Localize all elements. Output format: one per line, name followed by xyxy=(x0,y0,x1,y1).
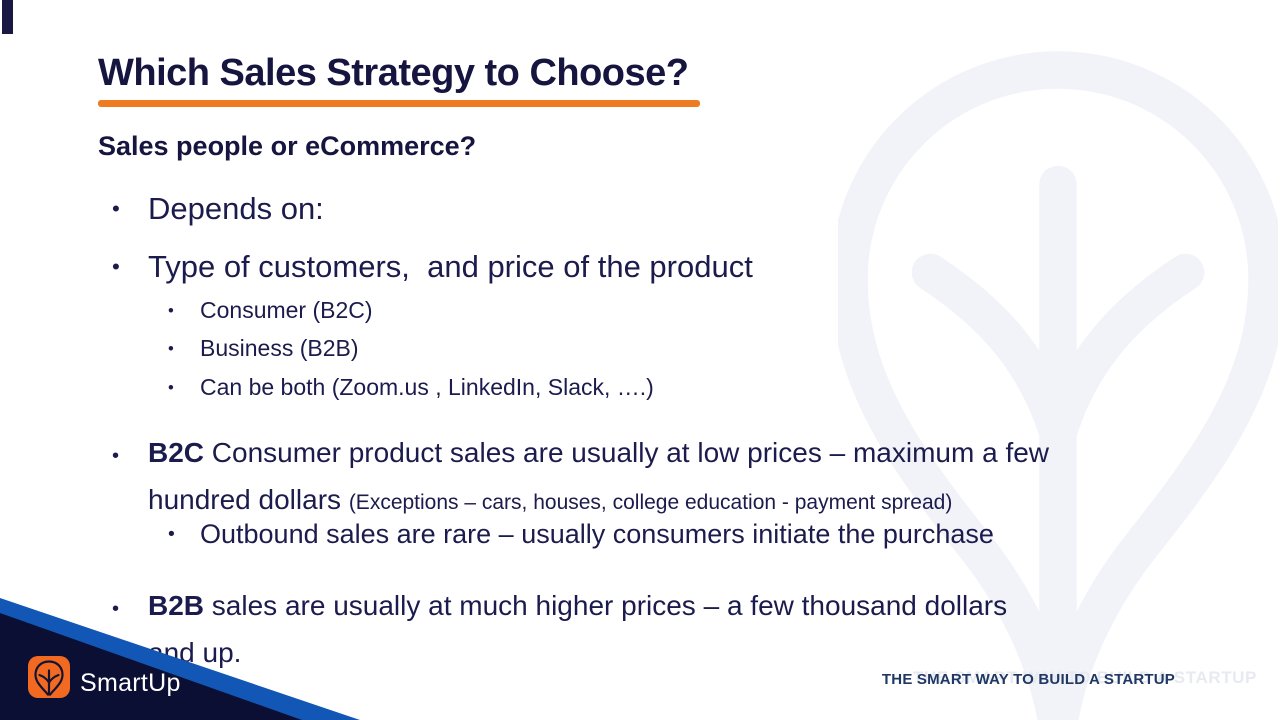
tree-watermark-icon xyxy=(838,51,1278,720)
tagline-ghost: THE SMART WAY TO BUILD A STARTUP xyxy=(912,668,1257,687)
bullet-dot: • xyxy=(168,338,174,358)
bullet-depends-on: • Depends on: xyxy=(98,191,324,227)
exceptions-note: (Exceptions – cars, houses, college educ… xyxy=(348,491,953,514)
bullet-b2b-paragraph: • B2B sales are usually at much higher p… xyxy=(98,582,1007,676)
bullet-dot: • xyxy=(112,598,120,621)
subbullet-business-b2b: • Business (B2B) xyxy=(168,335,359,362)
bullet-type-of-customers: • Type of customers, and price of the pr… xyxy=(98,249,753,285)
b2b-label: B2B xyxy=(148,590,205,621)
subbullet-consumer-b2c: • Consumer (B2C) xyxy=(168,297,373,324)
bullet-text: Depends on: xyxy=(148,191,324,226)
bullet-text: Business (B2B) xyxy=(200,335,359,361)
paragraph-line: hundred dollars (Exceptions – cars, hous… xyxy=(148,476,1049,526)
subbullet-outbound-sales: • Outbound sales are rare – usually cons… xyxy=(168,519,994,550)
smartup-logo-badge xyxy=(28,656,70,698)
smartup-logo-text: SmartUp xyxy=(80,669,181,697)
corner-diagonal-graphic xyxy=(0,598,360,720)
line-text: sales are usually at much higher prices … xyxy=(204,590,1008,621)
paragraph-text: B2B sales are usually at much higher pri… xyxy=(148,582,1007,676)
title-underline xyxy=(98,100,700,107)
bullet-b2c-paragraph: • B2C Consumer product sales are usually… xyxy=(98,429,1049,526)
bullet-text: Consumer (B2C) xyxy=(200,297,373,323)
slide-title: Which Sales Strategy to Choose? xyxy=(98,52,689,94)
bullet-dot: • xyxy=(168,300,174,320)
bullet-dot: • xyxy=(168,377,174,397)
bullet-dot: • xyxy=(112,253,120,279)
bullet-text: Can be both (Zoom.us , LinkedIn, Slack, … xyxy=(200,374,654,400)
paragraph-line: B2C Consumer product sales are usually a… xyxy=(148,429,1049,476)
b2c-label: B2C xyxy=(148,437,205,468)
bullet-text: Outbound sales are rare – usually consum… xyxy=(200,519,994,549)
smartup-tree-icon xyxy=(34,660,64,696)
bullet-dot: • xyxy=(112,195,120,221)
line-text: Consumer product sales are usually at lo… xyxy=(204,437,1050,468)
subbullet-can-be-both: • Can be both (Zoom.us , LinkedIn, Slack… xyxy=(168,374,654,401)
paragraph-text: B2C Consumer product sales are usually a… xyxy=(148,429,1049,526)
bullet-text: Type of customers, and price of the prod… xyxy=(148,249,753,284)
top-left-accent-bar xyxy=(2,0,13,34)
bullet-dot: • xyxy=(112,445,120,468)
bullet-dot: • xyxy=(168,523,175,546)
paragraph-line: B2B sales are usually at much higher pri… xyxy=(148,582,1007,629)
footer-tagline: THE SMART WAY TO BUILD A STARTUP xyxy=(881,671,1175,688)
line-text: hundred dollars xyxy=(148,484,349,515)
slide-subtitle: Sales people or eCommerce? xyxy=(98,131,477,161)
